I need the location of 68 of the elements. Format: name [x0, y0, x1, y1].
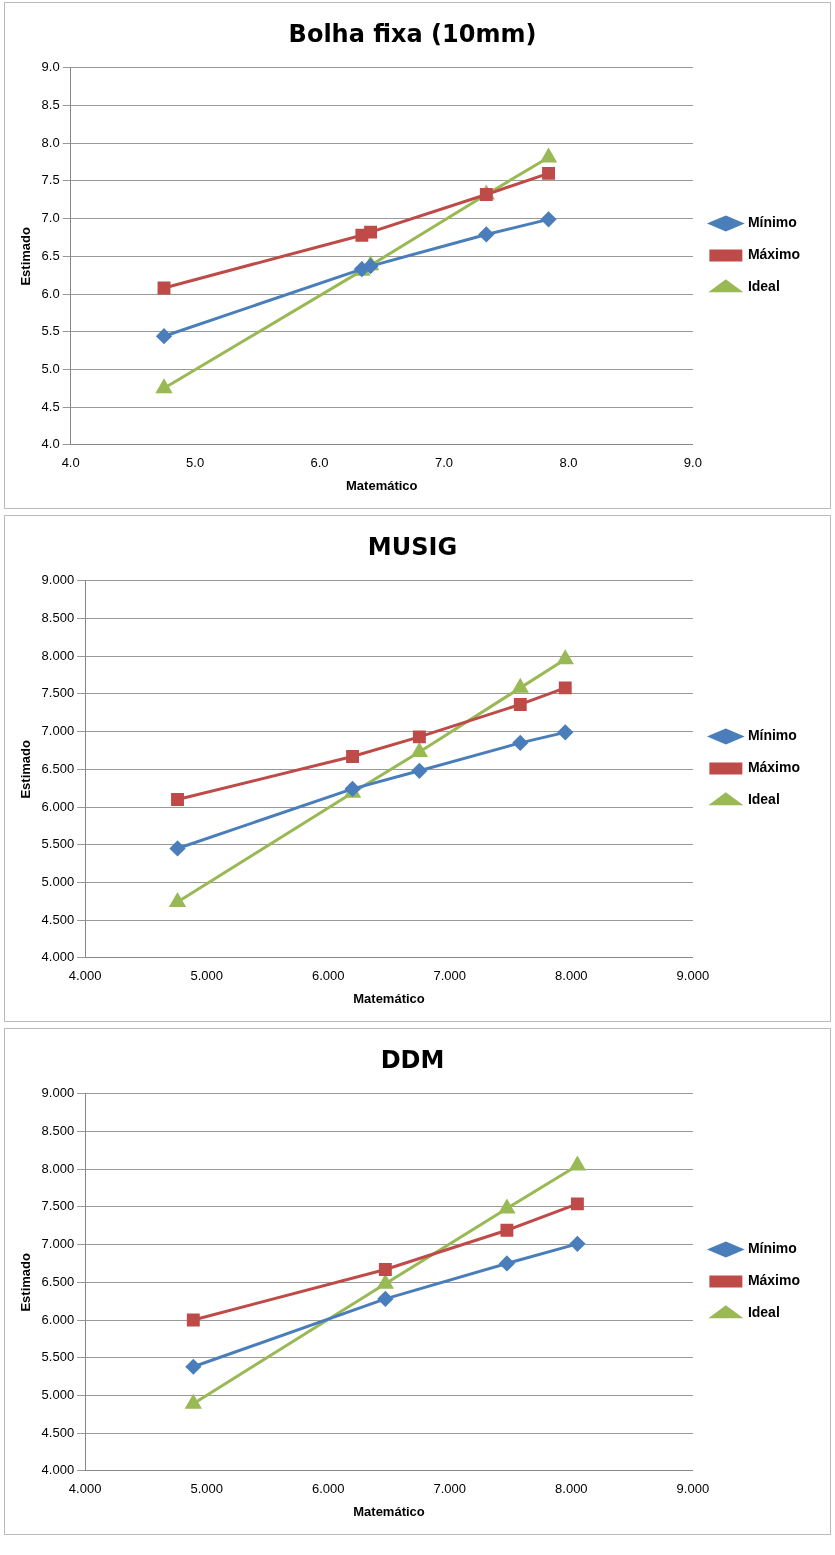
y-tick-label: 8.5	[41, 97, 60, 113]
y-tick-label: 8.500	[41, 610, 75, 626]
x-axis-title: Matemático	[353, 990, 425, 1006]
x-tick-label: 8.000	[555, 968, 588, 984]
y-tick-label: 4.000	[41, 1462, 75, 1478]
chart-title: Bolha fixa (10mm)	[288, 19, 537, 48]
y-tick-label: 7.000	[41, 1236, 75, 1252]
x-tick-label: 5.000	[190, 1481, 223, 1497]
x-tick-label: 7.000	[433, 1481, 467, 1497]
y-tick-label: 5.500	[41, 836, 75, 852]
y-tick-label: 6.5	[41, 247, 60, 263]
y-tick-label: 9.0	[41, 59, 60, 75]
x-tick-label: 8.0	[559, 455, 578, 471]
x-tick-label: 7.000	[433, 968, 467, 984]
y-axis-title: Estimado	[18, 226, 34, 286]
y-tick-label: 8.0	[41, 134, 60, 150]
y-axis-title: Estimado	[18, 739, 34, 799]
y-tick-label: 6.500	[41, 1273, 75, 1289]
x-tick-label: 5.0	[186, 455, 205, 471]
x-tick-label: 7.0	[434, 455, 454, 471]
legend-label: Mínimo	[747, 214, 797, 231]
chart-title: DDM	[380, 1045, 445, 1074]
y-tick-label: 7.500	[41, 1198, 75, 1214]
y-tick-label: 4.500	[41, 911, 75, 927]
y-tick-label: 8.000	[41, 1160, 75, 1176]
legend-label: Ideal	[747, 791, 780, 808]
x-tick-label: 6.000	[311, 1481, 345, 1497]
legend-label: Máximo	[747, 759, 800, 776]
x-tick-label: 6.0	[310, 455, 329, 471]
y-tick-label: 4.000	[41, 949, 75, 965]
x-tick-label: 8.000	[555, 1481, 588, 1497]
y-tick-label: 6.0	[41, 285, 60, 301]
y-tick-label: 6.500	[41, 760, 75, 776]
x-axis-title: Matemático	[346, 477, 418, 493]
legend-label: Ideal	[747, 1304, 780, 1321]
y-tick-label: 8.000	[41, 647, 75, 663]
chart-title: MUSIG	[367, 532, 458, 561]
legend-label: Máximo	[747, 1272, 800, 1289]
y-tick-label: 5.5	[41, 323, 60, 339]
y-tick-label: 8.500	[41, 1123, 75, 1139]
y-tick-label: 5.500	[41, 1349, 75, 1365]
y-tick-label: 5.000	[41, 1386, 75, 1402]
x-tick-label: 4.000	[68, 1481, 102, 1497]
y-axis-title: Estimado	[18, 1252, 34, 1312]
y-tick-label: 9.000	[41, 572, 75, 588]
x-tick-label: 9.000	[676, 1481, 710, 1497]
x-tick-label: 6.000	[311, 968, 345, 984]
y-tick-label: 7.000	[41, 723, 75, 739]
y-tick-label: 7.5	[41, 172, 60, 188]
x-tick-label: 5.000	[190, 968, 223, 984]
legend-label: Máximo	[747, 246, 800, 263]
y-tick-label: 6.000	[41, 1311, 75, 1327]
y-tick-label: 5.000	[41, 873, 75, 889]
y-tick-label: 9.000	[41, 1085, 75, 1101]
y-tick-label: 7.500	[41, 685, 75, 701]
legend-label: Mínimo	[747, 1240, 797, 1257]
y-tick-label: 4.5	[41, 398, 60, 414]
y-tick-label: 7.0	[41, 210, 60, 226]
legend-label: Mínimo	[747, 727, 797, 744]
y-tick-label: 4.0	[41, 436, 60, 452]
x-tick-label: 4.000	[68, 968, 102, 984]
y-tick-label: 6.000	[41, 798, 75, 814]
x-tick-label: 9.0	[683, 455, 702, 471]
y-tick-label: 4.500	[41, 1424, 75, 1440]
legend-label: Ideal	[747, 278, 780, 295]
y-tick-label: 5.0	[41, 360, 60, 376]
x-tick-label: 9.000	[676, 968, 710, 984]
x-axis-title: Matemático	[353, 1503, 425, 1519]
